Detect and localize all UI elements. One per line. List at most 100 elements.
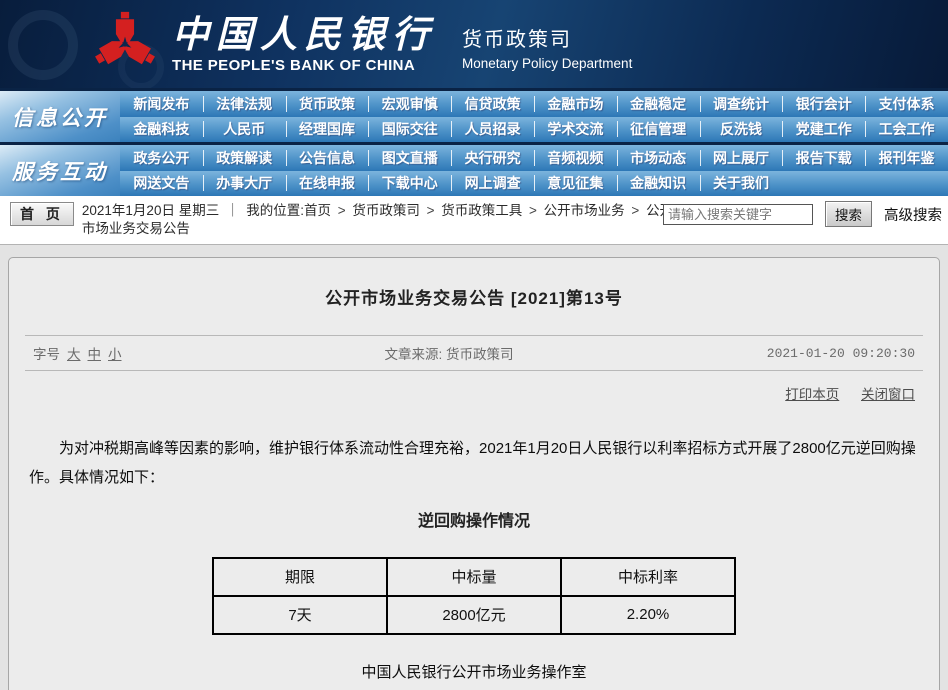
table-row: 7天 2800亿元 2.20% xyxy=(212,594,736,635)
nav-item[interactable]: 宏观审慎 xyxy=(368,91,451,117)
nav-item[interactable]: 网上展厅 xyxy=(699,145,783,171)
article-source: 文章来源: 货币政策司 xyxy=(203,343,695,363)
nav-item[interactable]: 反洗钱 xyxy=(699,117,783,143)
source-label: 文章来源: xyxy=(384,347,443,362)
site-header: 中国人民银行 THE PEOPLE'S BANK OF CHINA 货币政策司 … xyxy=(0,0,948,88)
breadcrumb-trail: > 货币政策司 > 货币政策工具 > 公开市场业务 > 公开市场业务交易公告 xyxy=(82,203,673,236)
nav-item[interactable]: 征信管理 xyxy=(616,117,700,143)
breadcrumb-link[interactable]: 货币政策工具 xyxy=(441,203,523,218)
nav-item[interactable]: 金融科技 xyxy=(133,121,190,138)
font-size-option[interactable]: 大 xyxy=(67,347,81,362)
nav-item[interactable]: 国际交往 xyxy=(368,117,451,143)
search-button[interactable]: 搜索 xyxy=(825,201,872,227)
font-size-option[interactable]: 中 xyxy=(87,347,102,362)
source-value: 货币政策司 xyxy=(446,347,514,362)
nav-item[interactable]: 法律法规 xyxy=(202,91,286,117)
pboc-logo-icon xyxy=(92,7,158,81)
nav-item[interactable]: 央行研究 xyxy=(451,145,534,171)
announcement-paragraph: 为对冲税期高峰等因素的影响，维护银行体系流动性合理充裕，2021年1月20日人民… xyxy=(29,440,916,486)
nav-row: 金融科技 人民币 经理国库 国际交往 人员招录 学术交流 征信管理 反洗钱 党建工作 工会工作 xyxy=(120,116,948,143)
nav-item[interactable]: 网送文告 xyxy=(133,175,190,192)
nav-item[interactable]: 经理国库 xyxy=(285,117,369,143)
nav-item[interactable]: 人民币 xyxy=(202,117,286,143)
home-button[interactable]: 首 页 xyxy=(10,202,74,226)
breadcrumb-separator: > xyxy=(422,203,439,218)
nav-row: 网送文告 办事大厅 在线申报 下载中心 网上调查 意见征集 金融知识 关于我们 xyxy=(120,170,948,197)
nav-row: 新闻发布 法律法规 货币政策 宏观审慎 信贷政策 金融市场 金融稳定 调查统计 银行会计 支付体系 xyxy=(120,91,948,117)
font-size-option[interactable]: 小 xyxy=(108,347,122,362)
nav-item[interactable]: 音频视频 xyxy=(533,145,617,171)
breadcrumb-separator: > xyxy=(627,203,644,218)
nav-item[interactable]: 在线申报 xyxy=(285,171,369,197)
nav-item[interactable]: 学术交流 xyxy=(533,117,617,143)
nav-section-info-disclosure[interactable]: 信息公开 xyxy=(0,91,120,142)
font-size-control: 字号大中小 xyxy=(33,343,203,363)
table-header-cell: 期限 xyxy=(212,556,388,597)
bank-name-cn: 中国人民银行 xyxy=(172,13,436,55)
nav-item[interactable]: 图文直播 xyxy=(368,145,451,171)
nav-item[interactable]: 下载中心 xyxy=(368,171,451,197)
nav-item[interactable]: 新闻发布 xyxy=(133,95,190,112)
font-size-label: 字号 xyxy=(33,347,60,362)
nav-item[interactable]: 银行会计 xyxy=(782,91,865,117)
nav-bar-info-disclosure: 信息公开 新闻发布 法律法规 货币政策 宏观审慎 信贷政策 金融市场 金融稳定 调查统计 银行会… xyxy=(0,88,948,142)
nav-bar-services: 服务互动 政务公开 政策解读 公告信息 图文直播 央行研究 音频视频 市场动态 网上展厅 报告下… xyxy=(0,142,948,196)
pipe-separator: ｜ xyxy=(225,203,240,218)
nav-item[interactable]: 公告信息 xyxy=(285,145,369,171)
article-title: 公开市场业务交易公告 [2021]第13号 xyxy=(325,289,623,308)
decorative-ring xyxy=(8,10,78,80)
publish-datetime: 2021-01-20 09:20:30 xyxy=(766,345,915,361)
table-cell: 2.20% xyxy=(560,594,736,635)
bank-name-block: 中国人民银行 THE PEOPLE'S BANK OF CHINA xyxy=(172,13,436,74)
nav-item[interactable]: 政务公开 xyxy=(133,149,190,166)
nav-item[interactable]: 调查统计 xyxy=(699,91,783,117)
nav-item[interactable]: 报告下载 xyxy=(782,145,865,171)
close-window-link[interactable]: 关闭窗口 xyxy=(861,387,915,402)
nav-item[interactable]: 货币政策 xyxy=(285,91,369,117)
table-header-cell: 中标量 xyxy=(386,556,562,597)
breadcrumb-separator: > xyxy=(334,203,350,218)
nav-item[interactable]: 网上调查 xyxy=(451,171,534,197)
table-header-row: 期限 中标量 中标利率 xyxy=(212,556,736,597)
article-actions: 打印本页 关闭窗口 xyxy=(33,383,915,403)
nav-row: 政务公开 政策解读 公告信息 图文直播 央行研究 音频视频 市场动态 网上展厅 报告下载 报刊年鉴 xyxy=(120,145,948,171)
bank-name-en: THE PEOPLE'S BANK OF CHINA xyxy=(172,56,416,74)
nav-item[interactable]: 工会工作 xyxy=(865,117,948,143)
operation-table-title: 逆回购操作情况 xyxy=(417,512,530,530)
nav-item[interactable]: 市场动态 xyxy=(616,145,700,171)
department-name-cn: 货币政策司 xyxy=(462,29,572,51)
breadcrumb-link[interactable]: 货币政策司 xyxy=(352,203,420,218)
nav-item[interactable]: 金融市场 xyxy=(533,91,617,117)
print-page-link[interactable]: 打印本页 xyxy=(785,387,840,402)
breadcrumb-bar: 首 页 2021年1月20日 星期三 ｜ 我的位置:首页 > 货币政策司 > 货… xyxy=(0,196,948,245)
nav-item[interactable]: 人员招录 xyxy=(451,117,534,143)
content-panel: 公开市场业务交易公告 [2021]第13号 字号大中小 文章来源: 货币政策司 … xyxy=(8,257,940,690)
table-cell: 2800亿元 xyxy=(386,594,562,635)
advanced-search-link[interactable]: 高级搜索 xyxy=(884,207,942,224)
article-meta-row: 字号大中小 文章来源: 货币政策司 2021-01-20 09:20:30 xyxy=(25,335,923,371)
nav-item[interactable]: 信贷政策 xyxy=(451,91,534,117)
table-header-cell: 中标利率 xyxy=(560,556,736,597)
table-cell: 7天 xyxy=(212,594,388,635)
nav-item[interactable]: 意见征集 xyxy=(533,171,617,197)
department-block: 货币政策司 Monetary Policy Department xyxy=(462,17,632,71)
breadcrumb: 2021年1月20日 星期三 ｜ 我的位置:首页 > 货币政策司 > 货币政策工… xyxy=(82,202,682,238)
breadcrumb-separator: > xyxy=(525,203,541,218)
nav-item[interactable]: 政策解读 xyxy=(202,145,286,171)
current-date-text: 2021年1月20日 星期三 xyxy=(81,203,220,218)
search-group: 搜索 高级搜索 xyxy=(663,201,942,227)
breadcrumb-location-label[interactable]: 我的位置:首页 xyxy=(246,203,331,218)
nav-section-services[interactable]: 服务互动 xyxy=(0,145,120,196)
breadcrumb-link[interactable]: 公开市场业务 xyxy=(543,203,625,218)
nav-item[interactable]: 办事大厅 xyxy=(202,171,286,197)
nav-item[interactable]: 金融稳定 xyxy=(616,91,700,117)
nav-item[interactable]: 党建工作 xyxy=(782,117,865,143)
nav-item[interactable]: 支付体系 xyxy=(865,91,948,117)
repo-operation-table: 期限 中标量 中标利率 7天 2800亿元 2.20% xyxy=(212,556,736,635)
signature-line: 中国人民银行公开市场业务操作室 xyxy=(361,663,587,681)
department-name-en: Monetary Policy Department xyxy=(462,56,633,71)
nav-item[interactable]: 报刊年鉴 xyxy=(865,145,948,171)
nav-item[interactable]: 关于我们 xyxy=(699,171,783,197)
search-input[interactable] xyxy=(663,203,813,225)
nav-item[interactable]: 金融知识 xyxy=(616,171,700,197)
